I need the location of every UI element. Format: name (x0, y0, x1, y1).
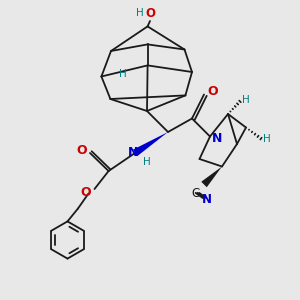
Text: H: H (142, 157, 150, 167)
Text: N: N (202, 193, 212, 206)
Text: O: O (81, 185, 92, 199)
Text: H: H (118, 69, 126, 80)
Text: O: O (76, 143, 87, 157)
Text: O: O (145, 7, 155, 20)
Text: H: H (136, 8, 143, 19)
Polygon shape (133, 132, 168, 156)
Text: C: C (191, 187, 199, 200)
Text: H: H (242, 95, 249, 105)
Text: N: N (128, 146, 139, 160)
Text: N: N (212, 131, 222, 145)
Polygon shape (201, 167, 222, 187)
Text: H: H (262, 134, 270, 144)
Text: O: O (207, 85, 218, 98)
